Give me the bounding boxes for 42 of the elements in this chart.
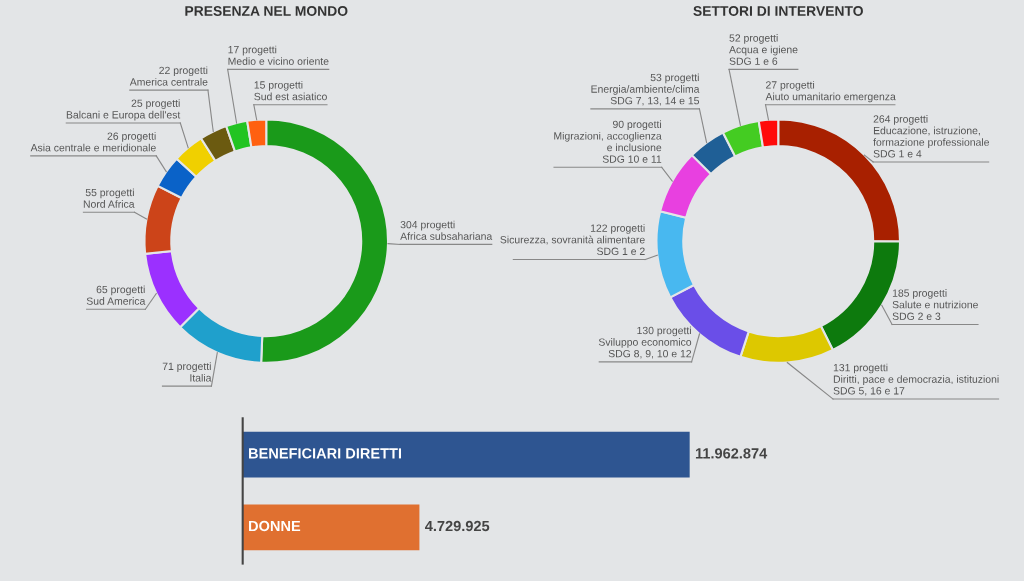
- data-label: 22 progetti: [159, 66, 208, 77]
- data-label: 304 progetti: [400, 220, 455, 231]
- slice-label: Italia: [190, 373, 212, 382]
- data-label: 264 progetti: [873, 115, 928, 125]
- data-label: 131 progetti: [833, 363, 888, 374]
- slice-label: Educazione, istruzione, formazione professionale SDG 1 e 4: [873, 126, 990, 158]
- slice-label: America centrale: [129, 77, 208, 86]
- data-label: 122 progetti: [590, 224, 645, 234]
- slice-label: Nord Africa: [83, 200, 135, 208]
- data-label: 185 progetti: [892, 289, 947, 299]
- data-label: 25 progetti: [131, 99, 180, 109]
- data-label: 27 progetti: [766, 80, 815, 91]
- slice-label: Sviluppo economico SDG 8, 9, 10 e 12: [598, 338, 692, 359]
- slice-label: Balcani e Europa dell'est: [66, 110, 181, 121]
- data-label: 17 progetti: [228, 45, 277, 56]
- slice-label: Sicurezza, sovranità alimentare SDG 1 e 2: [500, 235, 645, 255]
- slice-label: Migrazioni, accoglienza e inclusione SDG 10 e 11: [554, 131, 662, 163]
- slice-label: Diritti, pace e democrazia, istituzioni SDG 5, 16 e 17: [833, 375, 999, 396]
- data-label: 55 progetti: [85, 188, 134, 199]
- data-label: 4.729.925: [425, 520, 490, 532]
- data-label: 90 progetti: [612, 120, 662, 131]
- y-tick-label: DONNE: [249, 520, 301, 532]
- data-label: 11.962.874: [695, 448, 768, 459]
- chart-title: PRESENZA NEL MONDO: [185, 6, 348, 16]
- data-label: 26 progetti: [107, 132, 156, 142]
- chart-title: SETTORI DI INTERVENTO: [693, 6, 863, 16]
- data-label: 52 progetti: [729, 34, 778, 44]
- slice-label: Sud est asiatico: [254, 92, 327, 101]
- slice-label: Asia centrale e meridionale: [30, 143, 156, 152]
- slice-label: Medio e vicino oriente: [228, 57, 329, 65]
- slice-label: Acqua e igiene SDG 1 e 6: [729, 45, 798, 65]
- y-tick-label: BENEFICIARI DIRETTI: [249, 448, 402, 459]
- data-label: 15 progetti: [254, 80, 303, 91]
- slice-label: Sud America: [86, 297, 146, 305]
- slice-label: Salute e nutrizione SDG 2 e 3: [892, 300, 978, 320]
- data-label: 53 progetti: [650, 73, 699, 84]
- data-label: 130 progetti: [637, 326, 691, 337]
- slice-label: Energia/ambiente/clima SDG 7, 13, 14 e 15: [591, 85, 700, 106]
- slice-label: Africa subsahariana: [400, 232, 493, 240]
- data-label: 71 progetti: [162, 362, 211, 373]
- slice-label: Aiuto umanitario emergenza: [765, 92, 896, 103]
- data-label: 65 progetti: [96, 285, 145, 296]
